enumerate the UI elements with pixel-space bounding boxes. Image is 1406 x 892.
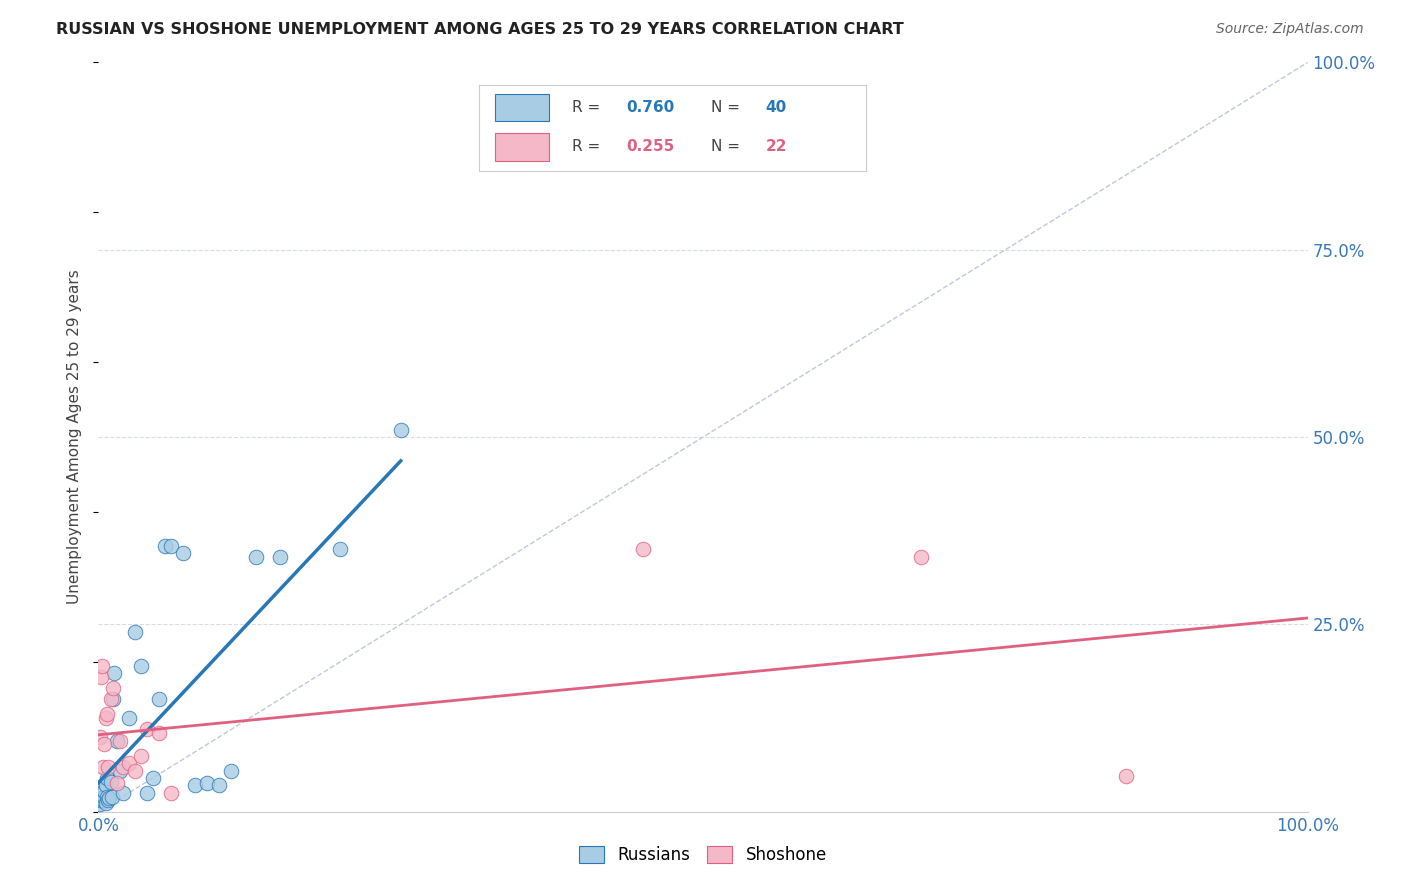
Legend: Russians, Shoshone: Russians, Shoshone [572,839,834,871]
Point [90,789,112,804]
Point [89,797,111,812]
Point [91,658,114,673]
Point [98,791,121,805]
Point [111,786,134,800]
Point [100,774,122,789]
Point [124,624,146,639]
Point [142,771,165,785]
Point [160,539,183,553]
Point [329,542,352,557]
Point [96,771,118,785]
Point [631,542,654,557]
Point [103,666,125,681]
Point [245,549,267,564]
Point [389,423,412,437]
Point [94,711,117,725]
Point [208,779,231,793]
Point [105,733,128,747]
Point [160,786,183,800]
Point [101,681,124,695]
Point [91,789,114,803]
Point [101,692,124,706]
Point [184,779,207,793]
Point [91,793,114,807]
Point [910,549,932,564]
Point [148,692,170,706]
Text: RUSSIAN VS SHOSHONE UNEMPLOYMENT AMONG AGES 25 TO 29 YEARS CORRELATION CHART: RUSSIAN VS SHOSHONE UNEMPLOYMENT AMONG A… [56,22,904,37]
Point [221,764,243,778]
Point [129,658,152,673]
Point [96,789,118,804]
Point [91,760,114,774]
Point [172,546,194,560]
Point [96,707,118,722]
Y-axis label: Unemployment Among Ages 25 to 29 years: Unemployment Among Ages 25 to 29 years [67,269,83,605]
Point [153,539,176,553]
Point [90,786,112,800]
Point [111,760,134,774]
Point [118,711,141,725]
Point [124,764,146,778]
Text: Source: ZipAtlas.com: Source: ZipAtlas.com [1216,22,1364,37]
Point [97,793,120,807]
Point [93,737,115,751]
Point [135,723,157,737]
Point [105,776,128,790]
Point [97,760,120,774]
Point [89,793,111,807]
Point [91,791,114,805]
Point [93,789,115,804]
Point [93,783,115,797]
Point [100,692,122,706]
Point [108,764,131,778]
Point [129,748,152,763]
Point [135,786,157,800]
Point [148,726,170,740]
Point [91,782,114,797]
Point [195,776,218,790]
Point [94,796,117,810]
Point [108,733,131,747]
Point [1115,769,1137,783]
Point [94,779,117,793]
Point [100,789,122,804]
Point [89,730,111,744]
Point [90,670,112,684]
Point [269,549,291,564]
Point [118,756,141,770]
